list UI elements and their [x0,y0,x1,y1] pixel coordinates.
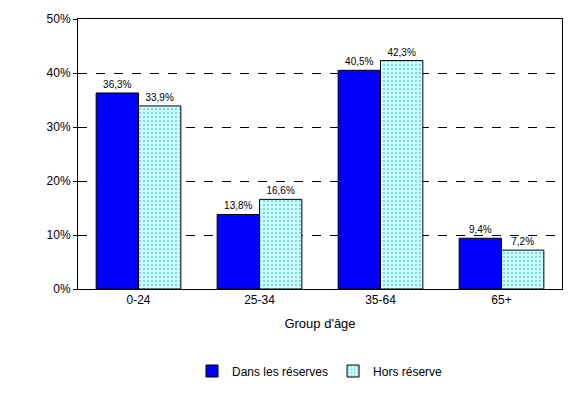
svg-text:Group d'âge: Group d'âge [284,316,355,331]
svg-text:33,9%: 33,9% [145,92,173,103]
svg-text:Dans les réserves: Dans les réserves [232,365,328,379]
svg-text:Hors réserve: Hors réserve [373,365,442,379]
svg-text:0%: 0% [53,282,71,296]
svg-text:40%: 40% [47,66,71,80]
svg-text:20%: 20% [47,174,71,188]
svg-text:42,3%: 42,3% [387,47,415,58]
svg-text:0-24: 0-24 [126,293,150,307]
svg-text:16,6%: 16,6% [266,185,294,196]
svg-text:30%: 30% [47,120,71,134]
svg-text:7,2%: 7,2% [511,236,534,247]
svg-text:36,3%: 36,3% [103,79,131,90]
svg-text:13,8%: 13,8% [224,200,252,211]
svg-text:9,4%: 9,4% [469,224,492,235]
svg-text:35-64: 35-64 [365,293,396,307]
svg-text:65+: 65+ [491,293,511,307]
svg-text:25-34: 25-34 [244,293,275,307]
svg-text:40,5%: 40,5% [345,56,373,67]
svg-text:10%: 10% [47,228,71,242]
svg-text:50%: 50% [47,12,71,26]
